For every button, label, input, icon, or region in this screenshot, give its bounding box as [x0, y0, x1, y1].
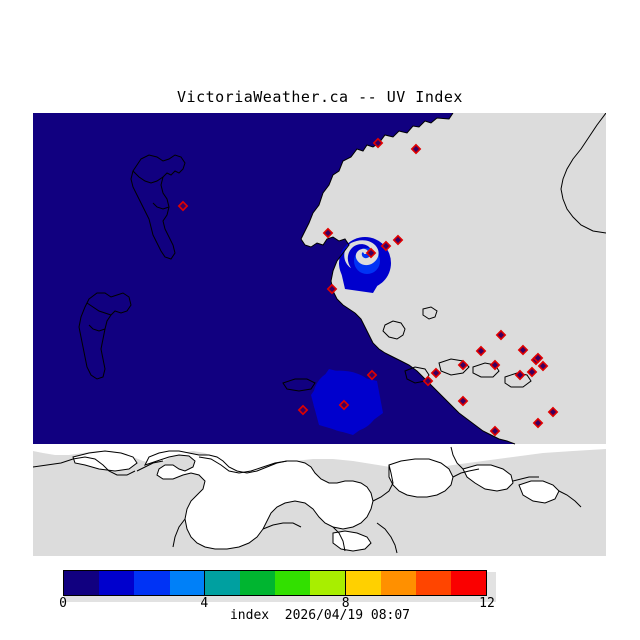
station-marker: [489, 425, 501, 437]
station-marker: [495, 329, 507, 341]
station-marker: [422, 375, 434, 387]
colorbar-caption: index 2026/04/19 08:07: [229, 608, 410, 623]
colorbar-divider-8: [345, 570, 346, 596]
colorbar-divider-4: [204, 570, 205, 596]
land-outside-domain-gray: [33, 113, 606, 556]
station-marker: [322, 227, 334, 239]
colorbar-band-5-6: [239, 571, 276, 595]
colorbar-band-11-12: [450, 571, 487, 595]
colorbar-tick-4: 4: [200, 596, 209, 611]
colorbar-band-1-2: [99, 571, 135, 595]
colorbar-tick-12: 12: [479, 596, 495, 611]
water-outside-domain: [33, 444, 606, 552]
station-marker: [326, 283, 338, 295]
station-marker-group: [177, 137, 559, 437]
colorbar-band-0-1: [64, 571, 100, 595]
station-marker: [532, 417, 544, 429]
station-marker: [380, 240, 392, 252]
station-marker: [177, 200, 189, 212]
colorbar-bands: [63, 570, 487, 596]
map-canvas: [33, 113, 606, 556]
station-marker: [297, 404, 309, 416]
station-marker: [547, 406, 559, 418]
colorbar-tick-0: 0: [59, 596, 67, 611]
station-marker: [489, 359, 501, 371]
station-marker: [372, 137, 384, 149]
station-marker: [366, 369, 378, 381]
colorbar-band-7-8: [310, 571, 346, 595]
station-marker: [392, 234, 404, 246]
page-title: VictoriaWeather.ca -- UV Index: [177, 88, 463, 106]
uv-plume-southwest-blob: [311, 369, 383, 435]
station-marker: [365, 247, 377, 259]
station-marker: [526, 366, 538, 378]
colorbar-band-8-9: [345, 571, 381, 595]
station-marker: [430, 367, 442, 379]
station-marker: [457, 395, 469, 407]
colorbar-band-10-11: [415, 571, 451, 595]
station-marker: [457, 359, 469, 371]
station-marker: [338, 399, 350, 411]
station-marker: [410, 143, 422, 155]
uv-plume-central-spiral: [339, 237, 391, 293]
colorbar-band-3-4: [169, 571, 205, 595]
colorbar-tick-labels: 0 4 8 12: [59, 596, 495, 612]
colorbar: 0 4 8 12: [56, 566, 496, 611]
colorbar-tick-8: 8: [341, 596, 350, 611]
colorbar-band-2-3: [134, 571, 170, 595]
station-marker: [514, 369, 526, 381]
station-marker: [475, 345, 487, 357]
colorbar-band-6-7: [275, 571, 311, 595]
station-marker: [537, 360, 549, 372]
station-marker: [532, 352, 544, 364]
coastlines-lower: [33, 446, 582, 554]
colorbar-band-4-5: [204, 571, 240, 595]
station-marker: [517, 344, 529, 356]
colorbar-band-9-10: [380, 571, 416, 595]
uv-index-map: [33, 113, 606, 556]
